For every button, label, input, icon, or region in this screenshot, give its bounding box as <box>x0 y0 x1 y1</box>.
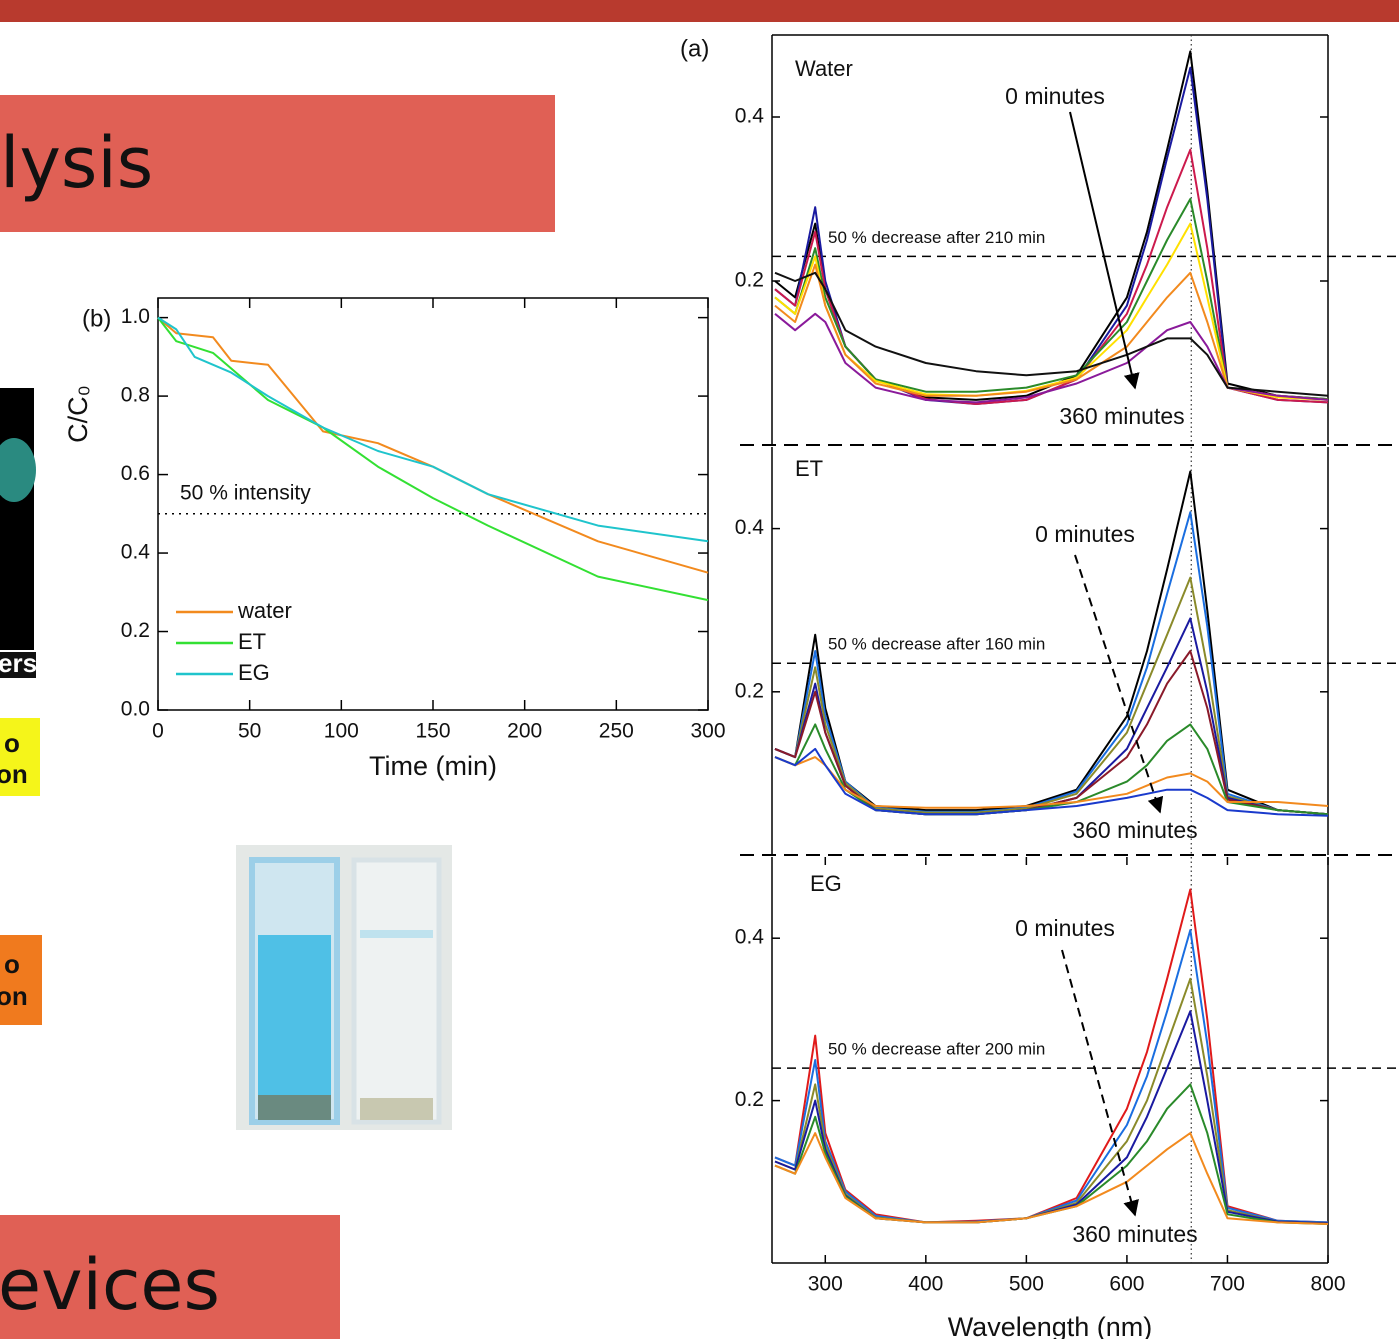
reference-label: 50 % decrease after 160 min <box>828 635 1045 654</box>
series-line <box>774 929 1329 1224</box>
annotation: 0 minutes <box>1035 521 1135 547</box>
y-tick-label: 0.2 <box>735 679 764 702</box>
x-axis-label: Time (min) <box>369 751 497 781</box>
x-tick-label: 250 <box>599 720 634 743</box>
series-line <box>774 511 1329 816</box>
chart-title: (a) <box>680 35 709 62</box>
panel-label: Water <box>795 56 853 81</box>
x-tick-label: 500 <box>1009 1273 1044 1296</box>
series-line <box>774 747 1329 817</box>
heading-box <box>0 1215 340 1339</box>
legend-label: water <box>237 598 292 623</box>
annotation: 360 minutes <box>1059 403 1184 429</box>
photo <box>236 845 452 1130</box>
annotation: 0 minutes <box>1005 83 1105 109</box>
reference-label: 50 % decrease after 210 min <box>828 228 1045 247</box>
series-line <box>774 650 1329 816</box>
y-tick-label: 0.4 <box>735 516 765 539</box>
series-line <box>774 198 1329 401</box>
y-tick-label: 0.4 <box>735 926 765 949</box>
image-label: on <box>0 981 28 1011</box>
arrow <box>1069 111 1140 390</box>
image <box>0 652 36 678</box>
y-axis-label: C/C₀ <box>63 385 93 443</box>
heading: lysis <box>0 122 153 204</box>
solution <box>258 935 331 1095</box>
y-tick-label: 0.8 <box>121 384 150 407</box>
x-tick-label: 150 <box>415 720 450 743</box>
legend-label: ET <box>238 629 266 654</box>
y-tick-label: 0.4 <box>735 105 765 128</box>
y-tick-label: 0.2 <box>121 619 150 642</box>
series-line <box>774 576 1329 816</box>
annotation: 360 minutes <box>1072 1221 1197 1247</box>
heading: evices <box>0 1244 220 1326</box>
series-line <box>774 888 1329 1224</box>
cuvette-base <box>360 1098 433 1120</box>
panel-label: EG <box>810 871 842 896</box>
x-tick-label: 700 <box>1210 1273 1245 1296</box>
x-tick-label: 300 <box>808 1273 843 1296</box>
x-tick-label: 300 <box>690 720 725 743</box>
cuvette <box>351 857 442 1125</box>
series-line <box>774 977 1329 1225</box>
series-line <box>157 316 709 543</box>
reference-label: 50 % decrease after 200 min <box>828 1040 1045 1059</box>
legend-label: EG <box>238 660 270 685</box>
x-tick-label: 100 <box>324 720 359 743</box>
series-line <box>774 1132 1329 1225</box>
cuvette-base <box>258 1095 331 1120</box>
reference-label: 50 % intensity <box>180 481 311 504</box>
solution <box>360 930 433 938</box>
y-tick-label: 0.4 <box>121 541 151 564</box>
image <box>0 388 34 650</box>
x-tick-label: 400 <box>908 1273 943 1296</box>
chart-title: (b) <box>82 305 111 332</box>
image-label: o <box>4 949 20 979</box>
arrow <box>1061 949 1139 1217</box>
image-box <box>0 935 42 1025</box>
series-line <box>774 470 1329 816</box>
series-line <box>774 312 1329 404</box>
image-label: o <box>4 728 20 758</box>
heading-box <box>0 95 555 232</box>
annotation: 360 minutes <box>1072 817 1197 843</box>
y-tick-label: 0.2 <box>735 269 764 292</box>
arrow <box>1074 554 1164 814</box>
series-line <box>774 263 1329 401</box>
image-label: on <box>0 759 28 789</box>
x-tick-label: 800 <box>1310 1273 1345 1296</box>
y-tick-label: 1.0 <box>121 305 150 328</box>
x-tick-label: 200 <box>507 720 542 743</box>
annotation: 0 minutes <box>1015 915 1115 941</box>
series-line <box>157 316 709 602</box>
series-line <box>774 271 1329 397</box>
image-box <box>0 718 40 796</box>
y-tick-label: 0.2 <box>735 1088 764 1111</box>
x-tick-label: 600 <box>1109 1273 1144 1296</box>
top-bar <box>0 0 1399 22</box>
image-blob <box>0 438 36 502</box>
image-label: ers <box>0 648 37 678</box>
panel-label: ET <box>795 456 823 481</box>
y-tick-label: 0.6 <box>121 462 150 485</box>
x-axis-label: Wavelength (nm) <box>948 1312 1153 1339</box>
series-line <box>774 723 1329 816</box>
y-tick-label: 0.0 <box>121 698 150 721</box>
x-tick-label: 0 <box>152 720 164 743</box>
series-line <box>157 316 709 574</box>
x-tick-label: 50 <box>238 720 261 743</box>
